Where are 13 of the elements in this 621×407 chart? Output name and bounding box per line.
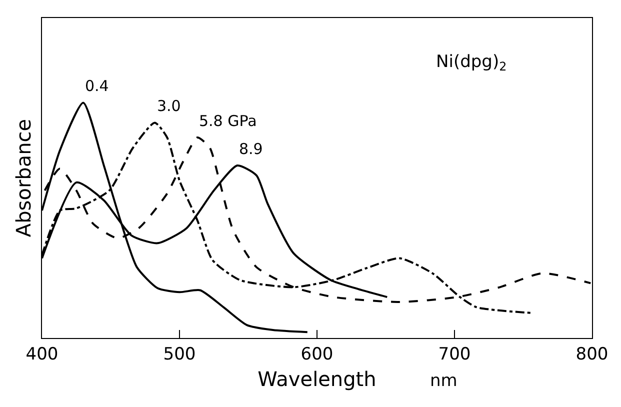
text: Ni(dpg)$_{2}$ <box>436 52 507 74</box>
series-label: 3.0 <box>157 97 181 115</box>
y-axis-title: Absorbance <box>12 118 36 238</box>
series-label: 5.8 GPa <box>199 112 257 130</box>
series-label: 8.9 <box>239 140 263 158</box>
text: nm <box>430 371 458 391</box>
x-tick-label: 500 <box>163 344 196 364</box>
x-tick-label: 700 <box>438 344 471 364</box>
x-tick-label: 800 <box>576 344 608 364</box>
x-axis-title: Wavelength <box>258 366 376 391</box>
x-tick-label: 400 <box>26 344 58 364</box>
x-tick-label: 600 <box>300 344 334 364</box>
series-label: 0.4 <box>85 77 109 95</box>
